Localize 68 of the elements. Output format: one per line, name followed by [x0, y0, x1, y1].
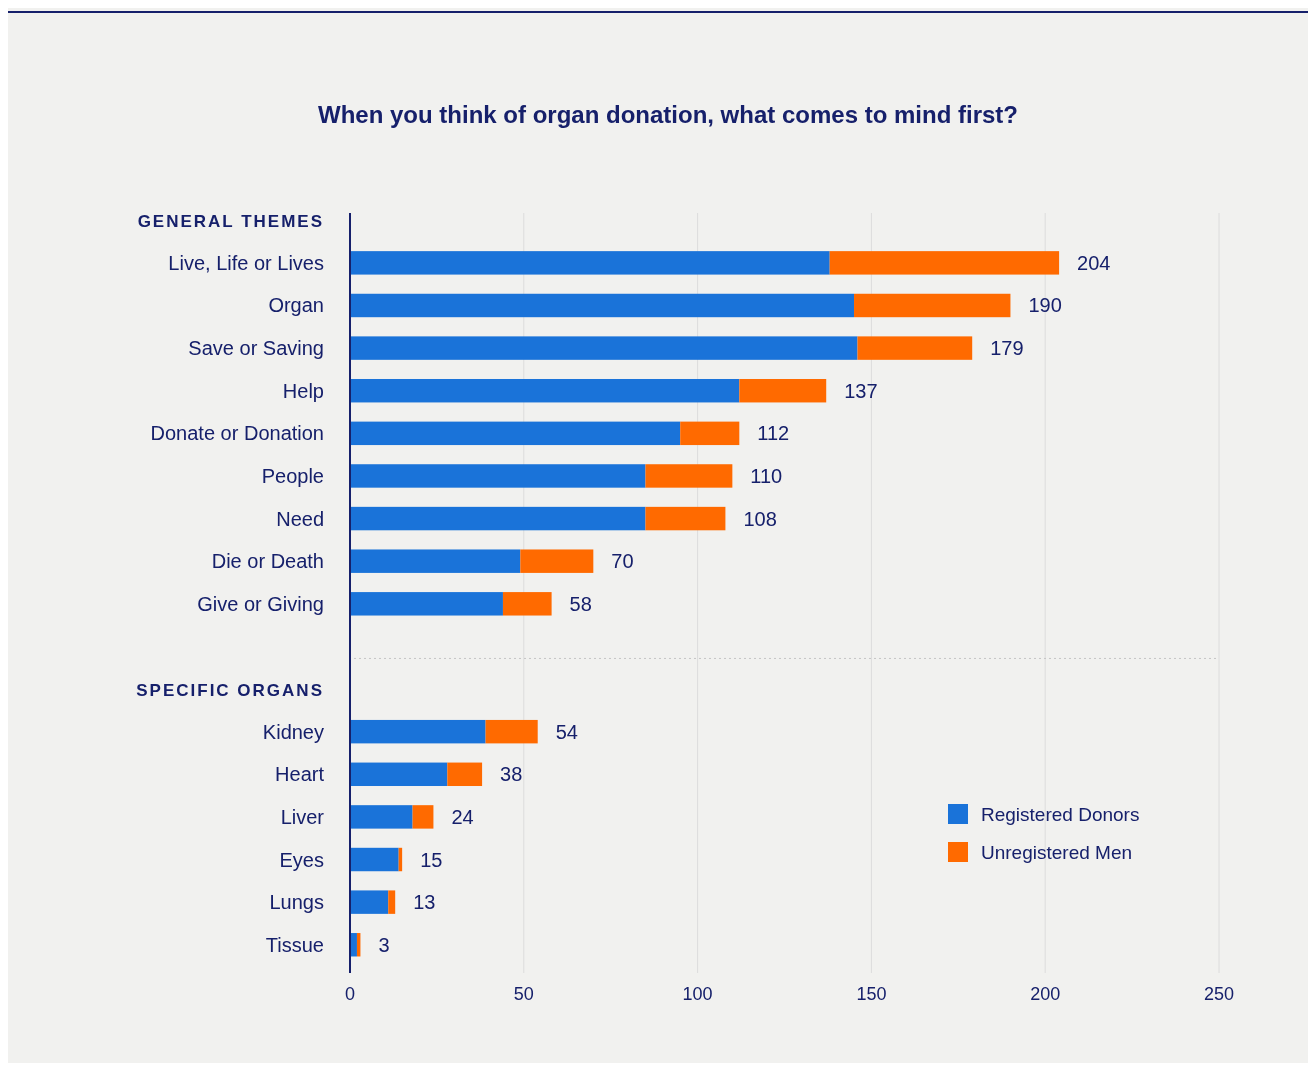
bar — [350, 464, 646, 488]
total-label: 15 — [420, 848, 443, 871]
y-tick-label: Organ — [268, 294, 324, 317]
bar — [350, 719, 486, 744]
y-tick-label: Help — [282, 379, 324, 402]
bar — [350, 379, 740, 403]
total-label: 70 — [611, 550, 634, 573]
chart-title: When you think of organ donation, what comes to mind first? — [318, 101, 1018, 128]
total-label: 3 — [378, 933, 390, 956]
bar — [350, 847, 399, 872]
bar — [447, 762, 483, 786]
bar — [350, 805, 413, 829]
total-label: 38 — [500, 763, 523, 786]
bar — [350, 251, 830, 275]
y-tick-label: Need — [276, 507, 324, 530]
bar — [645, 506, 726, 531]
bar — [857, 336, 973, 360]
bar — [412, 805, 434, 829]
total-label: 190 — [1028, 294, 1062, 317]
total-label: 13 — [413, 891, 436, 914]
bar — [739, 379, 827, 403]
bar — [502, 592, 552, 616]
bar — [520, 549, 594, 573]
bar — [350, 421, 681, 446]
bar — [350, 890, 389, 914]
y-tick-label: Kidney — [262, 720, 324, 743]
y-tick-label: Lungs — [269, 891, 324, 914]
bar — [680, 421, 740, 446]
total-label: 110 — [750, 464, 783, 487]
bar — [350, 506, 646, 531]
bar — [350, 336, 858, 360]
y-tick-label: Donate or Donation — [150, 422, 324, 445]
bar — [350, 592, 503, 616]
total-label: 204 — [1077, 251, 1111, 274]
total-label: 179 — [990, 337, 1024, 360]
y-tick-label: People — [261, 464, 324, 487]
x-tick-label: 100 — [682, 984, 713, 1004]
bar — [388, 890, 396, 914]
bar — [829, 251, 1060, 275]
x-tick-label: 200 — [1030, 984, 1061, 1004]
y-tick-label: Save or Saving — [188, 337, 324, 360]
total-label: 112 — [757, 422, 790, 445]
total-label: 24 — [451, 805, 474, 828]
total-label: 54 — [555, 720, 578, 743]
legend-label: Registered Donors — [981, 804, 1140, 825]
bar — [645, 464, 733, 488]
x-tick-label: 150 — [856, 984, 887, 1004]
bar — [350, 762, 448, 786]
bar — [350, 293, 855, 318]
text: SPECIFIC ORGANS — [136, 681, 324, 701]
legend-label: Unregistered Men — [981, 842, 1133, 863]
x-tick-label: 0 — [344, 984, 356, 1004]
y-tick-label: Live, Life or Lives — [168, 251, 324, 274]
y-tick-label: Eyes — [279, 848, 324, 871]
bar — [485, 719, 538, 744]
total-label: 108 — [743, 507, 777, 530]
y-tick-label: Tissue — [265, 933, 324, 956]
y-tick-label: Liver — [280, 805, 325, 828]
x-tick-label: 250 — [1203, 984, 1235, 1004]
x-tick-label: 50 — [513, 984, 534, 1004]
total-label: 58 — [569, 592, 592, 615]
text: GENERAL THEMES — [137, 212, 324, 232]
y-tick-label: Give or Giving — [197, 592, 324, 615]
bar — [854, 293, 1011, 318]
total-label: 137 — [844, 379, 878, 402]
bar — [350, 549, 521, 573]
y-tick-label: Die or Death — [211, 550, 324, 573]
y-tick-label: Heart — [275, 763, 325, 786]
